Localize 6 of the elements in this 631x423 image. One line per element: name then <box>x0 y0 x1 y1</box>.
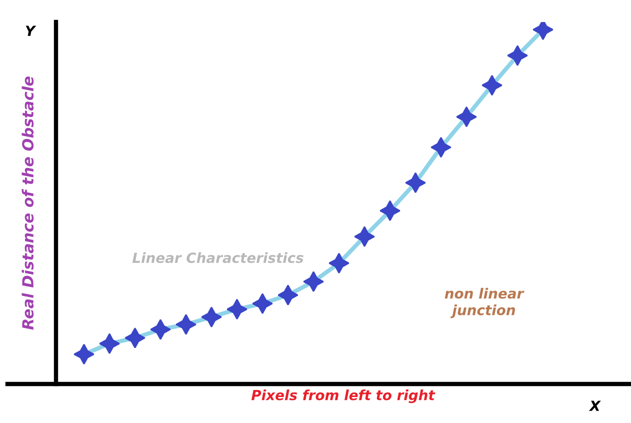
annotation: Linear Characteristics <box>132 252 304 264</box>
annotation: non linear junction <box>444 288 524 318</box>
x-axis-title: Pixels from left to right <box>251 390 436 404</box>
text: Y <box>26 26 36 36</box>
text: X <box>588 400 601 411</box>
y-axis-title: Real Distance of the Obstacle <box>22 76 34 330</box>
